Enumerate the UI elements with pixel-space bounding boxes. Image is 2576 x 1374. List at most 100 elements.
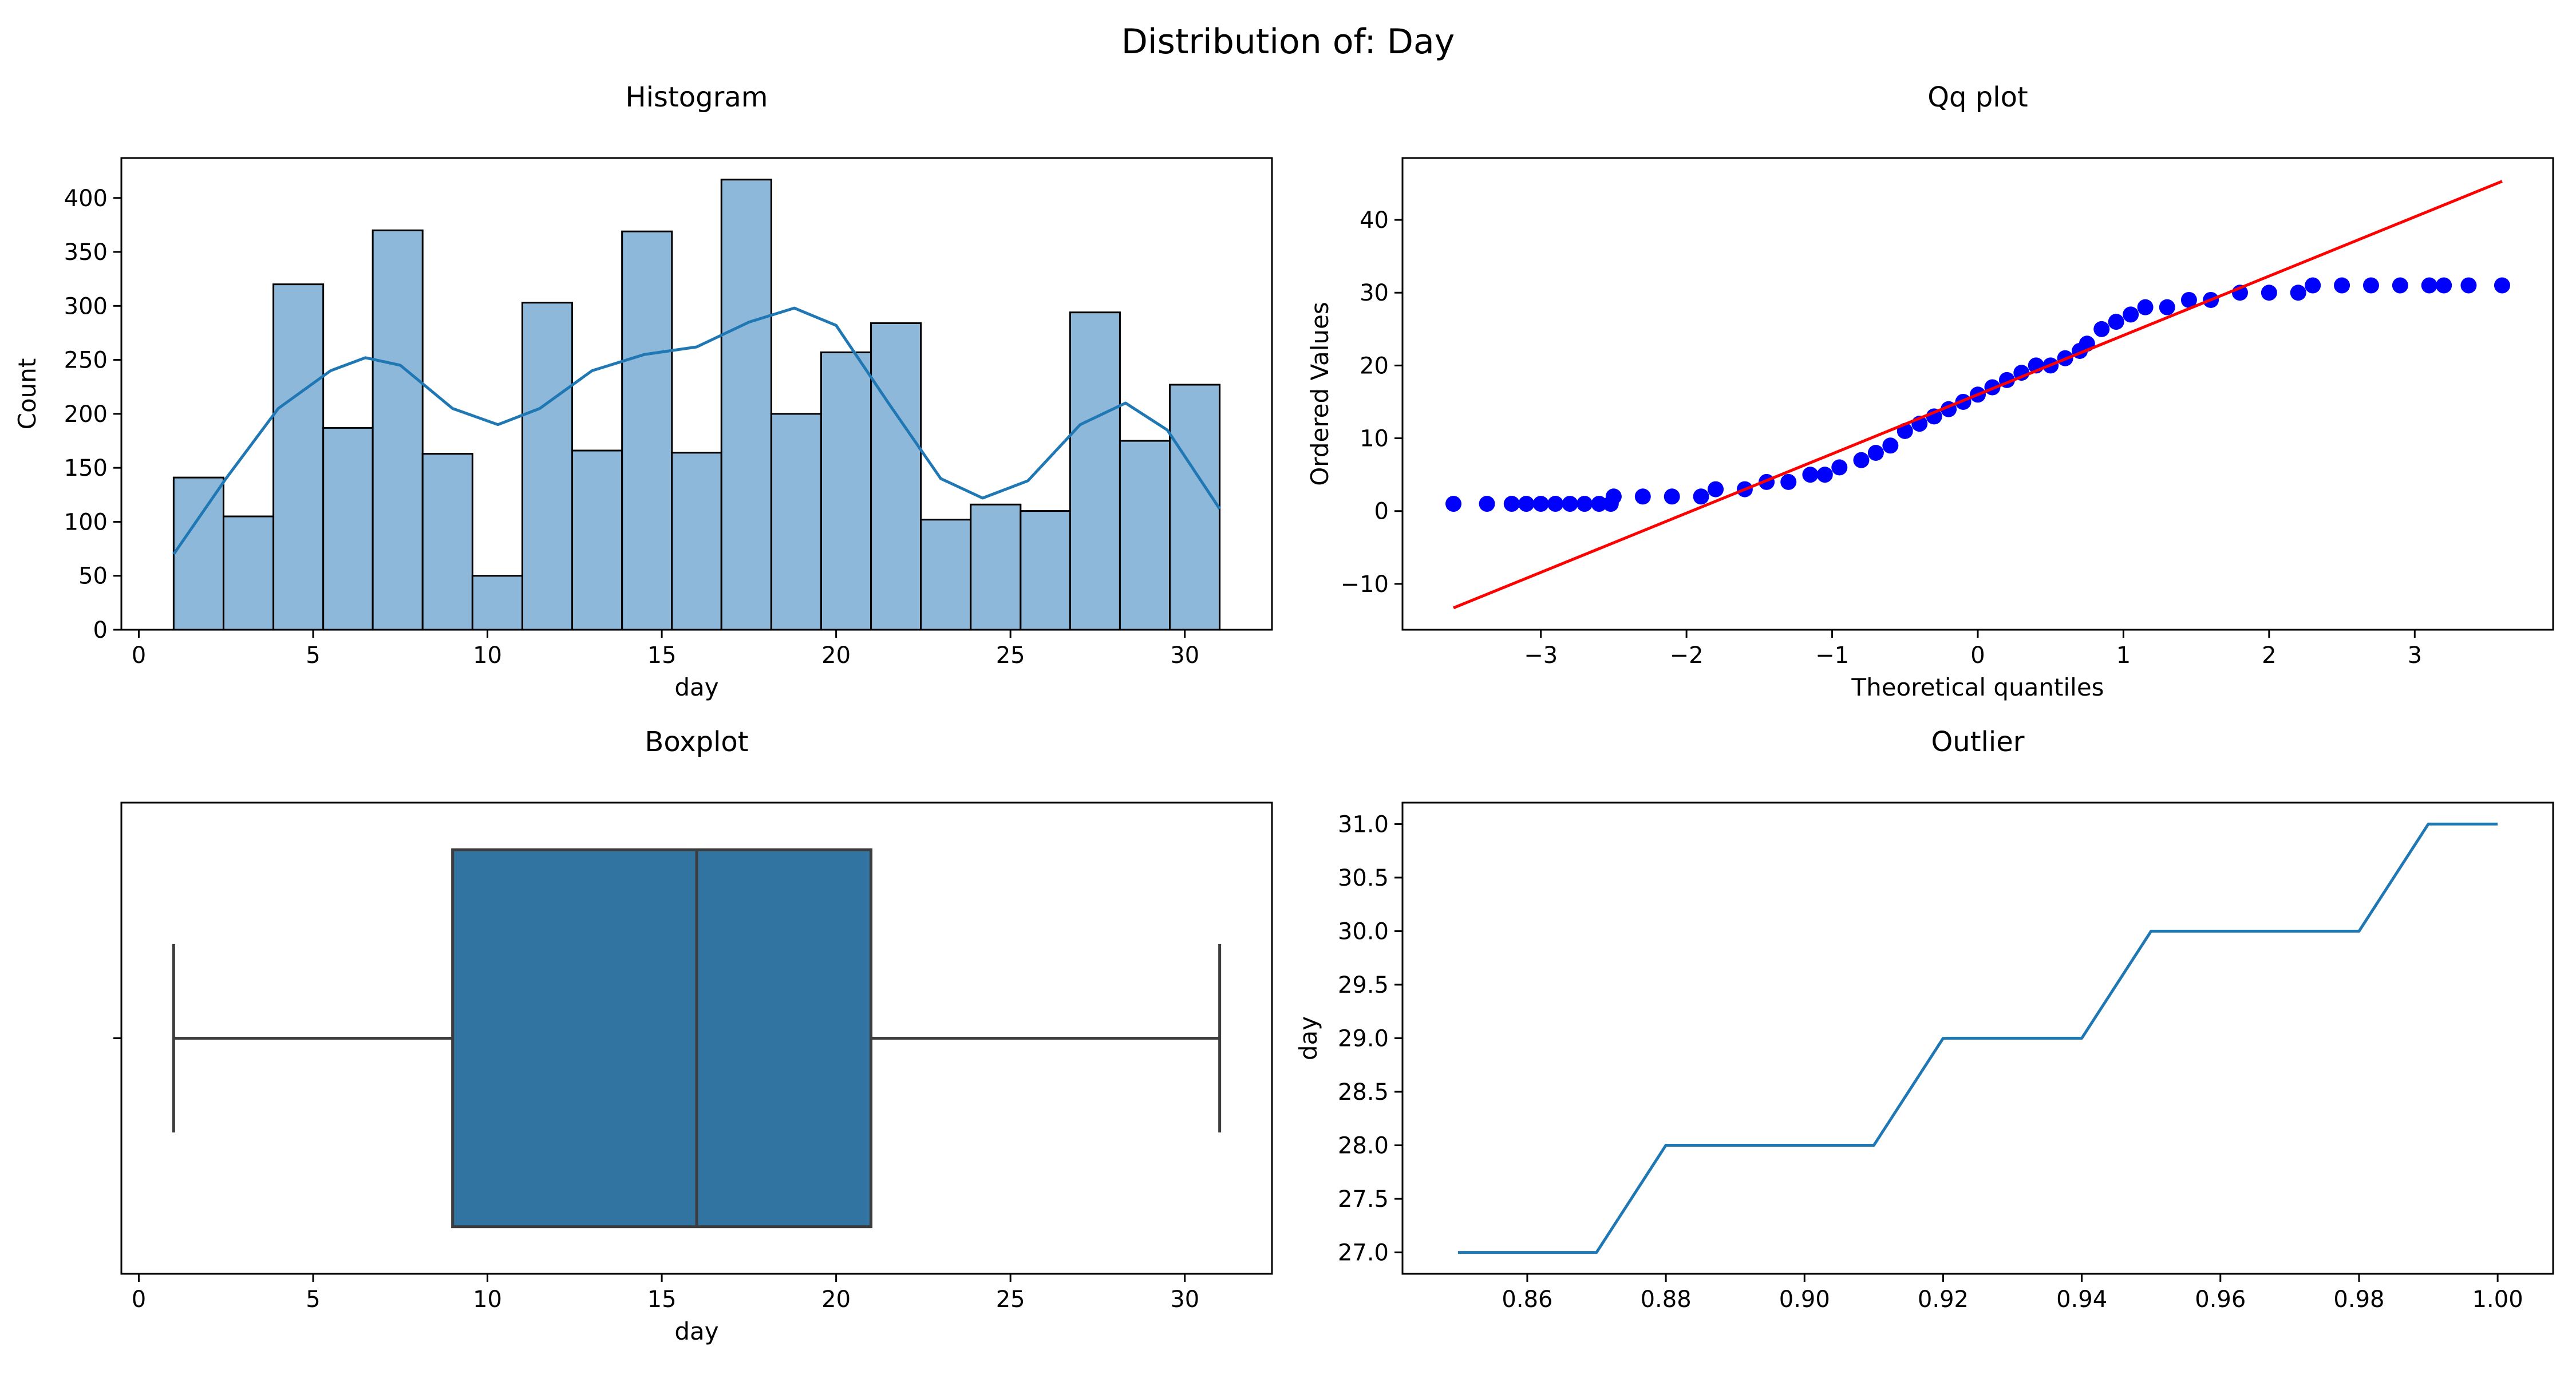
outlier-line [1457, 822, 2498, 1254]
boxplot-xtick-label: 30 [1170, 1286, 1199, 1313]
qqplot-point [2334, 277, 2350, 294]
boxplot-xlabel: day [674, 1317, 718, 1345]
qqplot-point [2108, 314, 2124, 330]
qqplot-point [2180, 291, 2197, 308]
qqplot-point [2013, 365, 2030, 381]
histogram-bar [471, 575, 523, 631]
outlier-ytick-label: 30.0 [1338, 918, 1389, 945]
qqplot-point [1518, 496, 1535, 512]
histogram-xtick-label: 30 [1170, 642, 1199, 669]
qqplot-point [2421, 277, 2437, 294]
histogram-bar [372, 229, 424, 631]
qqplot-ytick-label: 0 [1374, 499, 1389, 525]
qqplot-point [2460, 277, 2477, 294]
histogram-bar [820, 351, 872, 631]
qqplot-point [1532, 496, 1549, 512]
outlier-xtick-label: 0.96 [2195, 1286, 2246, 1313]
qqplot-point [2159, 299, 2175, 315]
outlier-title: Outlier [1931, 726, 2025, 758]
histogram-ytick-label: 350 [64, 239, 108, 266]
qqplot-xtick-label: 1 [2116, 642, 2131, 669]
histogram-xtick-label: 15 [647, 642, 677, 669]
qqplot-point [1577, 496, 1593, 512]
outlier-xtick-label: 0.86 [1502, 1286, 1552, 1313]
histogram-bar [621, 230, 673, 631]
histogram-bar [571, 449, 623, 631]
qqplot-point [2093, 321, 2110, 337]
qqplot-xtick-label: 0 [1970, 642, 1985, 669]
figure-title: Distribution of: Day [1121, 22, 1455, 62]
outlier-ytick-label: 31.0 [1338, 811, 1389, 838]
qqplot-xtick-label: −1 [1815, 642, 1849, 669]
qqplot-point [2137, 299, 2154, 315]
outlier-xtick-label: 0.90 [1779, 1286, 1830, 1313]
boxplot-xtick-label: 0 [132, 1286, 146, 1313]
histogram-bar [1119, 440, 1171, 631]
boxplot-xtick-label: 10 [473, 1286, 502, 1313]
outlier-xtick-label: 0.88 [1641, 1286, 1692, 1313]
outlier-ytick-label: 27.0 [1338, 1240, 1389, 1266]
histogram-bar [521, 302, 574, 631]
qqplot-point [1867, 445, 1884, 461]
qqplot-point [2494, 277, 2510, 294]
qqplot-point [1479, 496, 1495, 512]
histogram-bar [1169, 384, 1221, 631]
qqplot-point [1664, 488, 1680, 505]
qqplot-point [2362, 277, 2379, 294]
boxplot-xtick-label: 25 [996, 1286, 1025, 1313]
outlier-xtick-label: 0.98 [2333, 1286, 2384, 1313]
qqplot-point [1503, 496, 1520, 512]
histogram-ytick-label: 150 [64, 455, 108, 481]
histogram-bar [1020, 510, 1071, 631]
qqplot-point [1634, 488, 1651, 505]
histogram-bar [1069, 311, 1121, 631]
histogram-bar [970, 503, 1022, 631]
histogram-bar [770, 413, 822, 631]
qqplot-point [2392, 277, 2408, 294]
outlier-xtick-label: 0.94 [2056, 1286, 2107, 1313]
histogram-xtick-label: 20 [821, 642, 851, 669]
outlier-ytick-label: 30.5 [1338, 865, 1389, 891]
boxplot-box [451, 848, 873, 1229]
qqplot-ylabel: Ordered Values [1306, 302, 1334, 486]
histogram-bar [222, 515, 275, 631]
outlier-ytick-label: 28.5 [1338, 1079, 1389, 1105]
outlier-ylabel: day [1294, 1016, 1322, 1060]
histogram-xtick-label: 0 [132, 642, 146, 669]
qqplot-point [2305, 277, 2321, 294]
histogram-ytick-label: 400 [64, 185, 108, 212]
histogram-ytick-label: 0 [93, 617, 108, 643]
outlier-ytick-label: 29.5 [1338, 972, 1389, 998]
qqplot-title: Qq plot [1927, 81, 2028, 113]
outlier-xtick-label: 0.92 [1918, 1286, 1969, 1313]
qqplot-point [1780, 473, 1797, 490]
qqplot-ytick-label: −10 [1341, 571, 1389, 598]
histogram-xtick-label: 10 [473, 642, 502, 669]
histogram-xlabel: day [674, 673, 718, 701]
qqplot-point [1882, 437, 1899, 454]
qqplot-xtick-label: −2 [1670, 642, 1704, 669]
qqplot-ytick-label: 30 [1360, 280, 1389, 306]
qqplot-point [2123, 306, 2139, 323]
histogram-bar [322, 427, 374, 631]
qqplot-ytick-label: 10 [1360, 426, 1389, 452]
histogram-ytick-label: 200 [64, 401, 108, 428]
histogram-ytick-label: 250 [64, 348, 108, 374]
qqplot-point [2290, 285, 2306, 301]
histogram-ytick-label: 300 [64, 293, 108, 319]
histogram-bar [870, 322, 922, 631]
histogram-bar [671, 452, 722, 631]
histogram-title: Histogram [626, 81, 768, 113]
boxplot-xtick-label: 15 [647, 1286, 677, 1313]
histogram-xtick-label: 25 [996, 642, 1025, 669]
histogram-ylabel: Count [13, 358, 41, 430]
qqplot-point [1445, 496, 1462, 512]
qqplot-point [1816, 467, 1833, 483]
qqplot-point [1831, 459, 1848, 476]
boxplot-title: Boxplot [645, 726, 748, 758]
outlier-ytick-label: 27.5 [1338, 1186, 1389, 1213]
histogram-xtick-label: 5 [306, 642, 320, 669]
qqplot-xlabel: Theoretical quantiles [1851, 673, 2104, 701]
